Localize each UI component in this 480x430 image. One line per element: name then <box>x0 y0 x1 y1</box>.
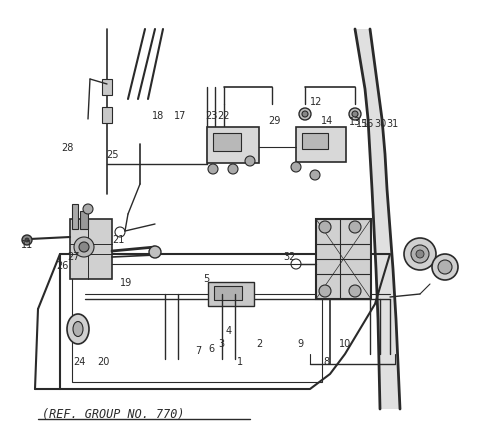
Text: 26: 26 <box>56 261 68 270</box>
Circle shape <box>228 165 238 175</box>
Circle shape <box>208 165 218 175</box>
Text: 11: 11 <box>21 240 33 249</box>
Text: 24: 24 <box>73 356 85 366</box>
Circle shape <box>319 221 331 233</box>
Bar <box>316 219 371 299</box>
Text: 8: 8 <box>323 356 329 366</box>
Circle shape <box>299 109 311 121</box>
Text: 15: 15 <box>356 119 368 129</box>
Bar <box>72 205 78 230</box>
Circle shape <box>319 286 331 297</box>
Text: 14: 14 <box>321 116 333 126</box>
Text: 12: 12 <box>310 97 322 107</box>
Text: 17: 17 <box>174 111 186 121</box>
Text: 20: 20 <box>97 356 109 366</box>
Circle shape <box>416 250 424 258</box>
Circle shape <box>79 243 89 252</box>
Text: 28: 28 <box>61 143 73 153</box>
Circle shape <box>310 171 320 181</box>
Bar <box>70 219 112 280</box>
Text: 5: 5 <box>203 273 209 283</box>
Bar <box>302 134 328 150</box>
Ellipse shape <box>67 314 89 344</box>
Text: 4: 4 <box>226 325 232 335</box>
Text: (REF. GROUP NO. 770): (REF. GROUP NO. 770) <box>42 407 184 420</box>
Circle shape <box>149 246 161 258</box>
Bar <box>72 264 322 382</box>
Text: 9: 9 <box>297 338 303 348</box>
Circle shape <box>349 221 361 233</box>
Bar <box>213 134 241 152</box>
Circle shape <box>438 261 452 274</box>
Text: 18: 18 <box>152 111 164 121</box>
Text: 25: 25 <box>106 150 118 160</box>
Circle shape <box>302 112 308 118</box>
Text: 16: 16 <box>362 119 374 129</box>
Text: 27: 27 <box>67 252 79 261</box>
Text: 21: 21 <box>112 234 124 244</box>
Text: 19: 19 <box>120 277 132 287</box>
Circle shape <box>349 286 361 297</box>
Bar <box>102 108 112 124</box>
Bar <box>102 80 112 96</box>
Circle shape <box>74 237 94 258</box>
Text: 32: 32 <box>283 252 295 261</box>
Text: 3: 3 <box>218 338 224 348</box>
Circle shape <box>411 246 429 264</box>
Text: 30: 30 <box>374 119 386 129</box>
Bar <box>296 128 346 163</box>
Text: 7: 7 <box>195 345 201 355</box>
Circle shape <box>404 239 436 270</box>
Ellipse shape <box>73 322 83 337</box>
Text: 29: 29 <box>268 116 280 126</box>
Text: 10: 10 <box>339 338 351 348</box>
Circle shape <box>83 205 93 215</box>
Circle shape <box>22 236 32 246</box>
Text: 13: 13 <box>349 117 361 127</box>
Text: 2: 2 <box>256 338 262 348</box>
Circle shape <box>352 112 358 118</box>
Text: 22: 22 <box>217 111 229 121</box>
Circle shape <box>291 163 301 172</box>
Text: 23: 23 <box>205 111 217 121</box>
Text: 31: 31 <box>386 119 398 129</box>
Bar <box>207 128 259 164</box>
Circle shape <box>245 157 255 166</box>
Text: 1: 1 <box>237 356 243 366</box>
Bar <box>214 286 242 300</box>
Circle shape <box>25 239 29 243</box>
Bar <box>208 283 254 306</box>
Bar <box>80 212 88 230</box>
Text: 6: 6 <box>208 343 214 353</box>
Polygon shape <box>355 30 400 409</box>
Circle shape <box>349 109 361 121</box>
Circle shape <box>432 255 458 280</box>
